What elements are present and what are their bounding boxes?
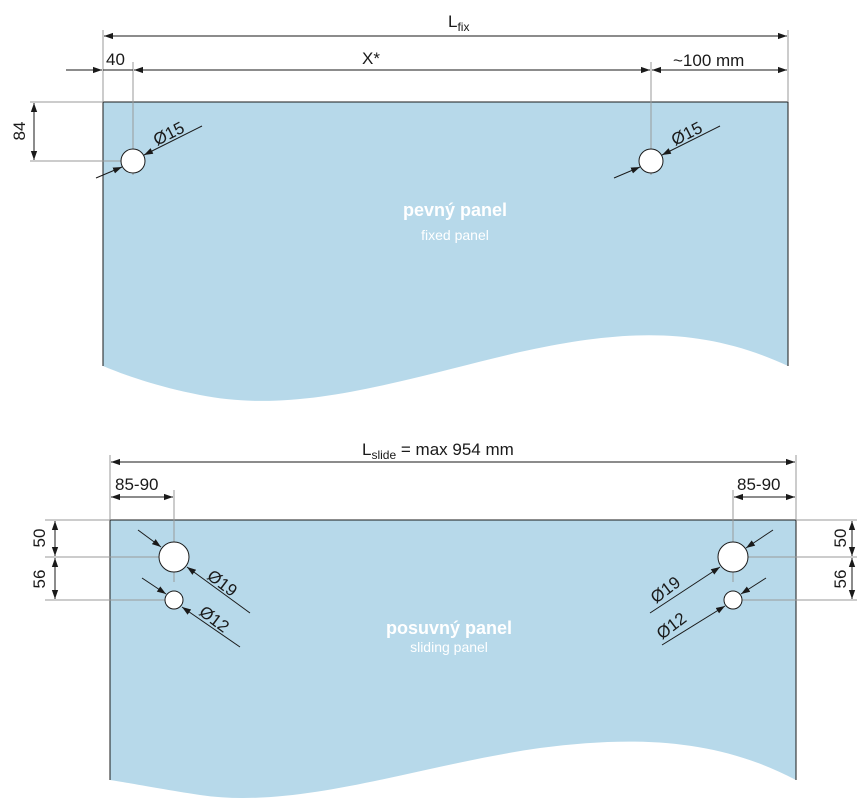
dim-x-label: X* (362, 49, 380, 68)
diameter-leader (186, 566, 251, 614)
sliding-panel-title: posuvný panel (386, 618, 512, 638)
dim-100-label: ~100 mm (673, 51, 744, 70)
sliding-panel-subtitle: sliding panel (410, 639, 488, 655)
diameter-leader (143, 125, 203, 156)
diameter-leader (95, 166, 123, 179)
dim-50-left-label: 50 (30, 529, 49, 548)
fixed-hole-right (638, 148, 664, 174)
diameter-leader (613, 166, 641, 179)
fixed-panel-group: pevný panel fixed panel Lfix 40 X* ~100 … (10, 12, 789, 401)
diameter-leader (740, 577, 767, 595)
fixed-panel-title: pevný panel (403, 200, 507, 220)
dim-56-right-label: 56 (831, 570, 850, 589)
diameter-leader (661, 605, 726, 646)
sliding-panel-shape (110, 520, 796, 799)
diameter-leader (181, 606, 241, 648)
sliding-hole-small-left (164, 590, 184, 610)
dim-56-left-label: 56 (30, 570, 49, 589)
sliding-panel-group: posuvný panel sliding panel Lslide = max… (30, 440, 857, 799)
fixed-panel-shape (103, 102, 788, 401)
dim-85-90-right-label: 85-90 (737, 475, 780, 494)
sliding-hole-small-right (723, 590, 743, 610)
dim-84-label: 84 (10, 122, 29, 141)
dim-50-right-label: 50 (831, 529, 850, 548)
fixed-panel-subtitle: fixed panel (421, 227, 489, 243)
diameter-leader (661, 125, 721, 156)
lslide-label: Lslide = max 954 mm (362, 440, 514, 462)
sliding-hole-large-left (158, 541, 190, 573)
diameter-leader (649, 566, 721, 614)
diameter-leader (141, 577, 167, 595)
sliding-hole-large-right (717, 541, 749, 573)
lfix-label: Lfix (448, 12, 469, 34)
diameter-leader (745, 529, 774, 549)
dim-40-label: 40 (106, 50, 125, 69)
dim-85-90-left-label: 85-90 (115, 475, 158, 494)
fixed-hole-left (120, 148, 146, 174)
diameter-leader (137, 529, 162, 548)
